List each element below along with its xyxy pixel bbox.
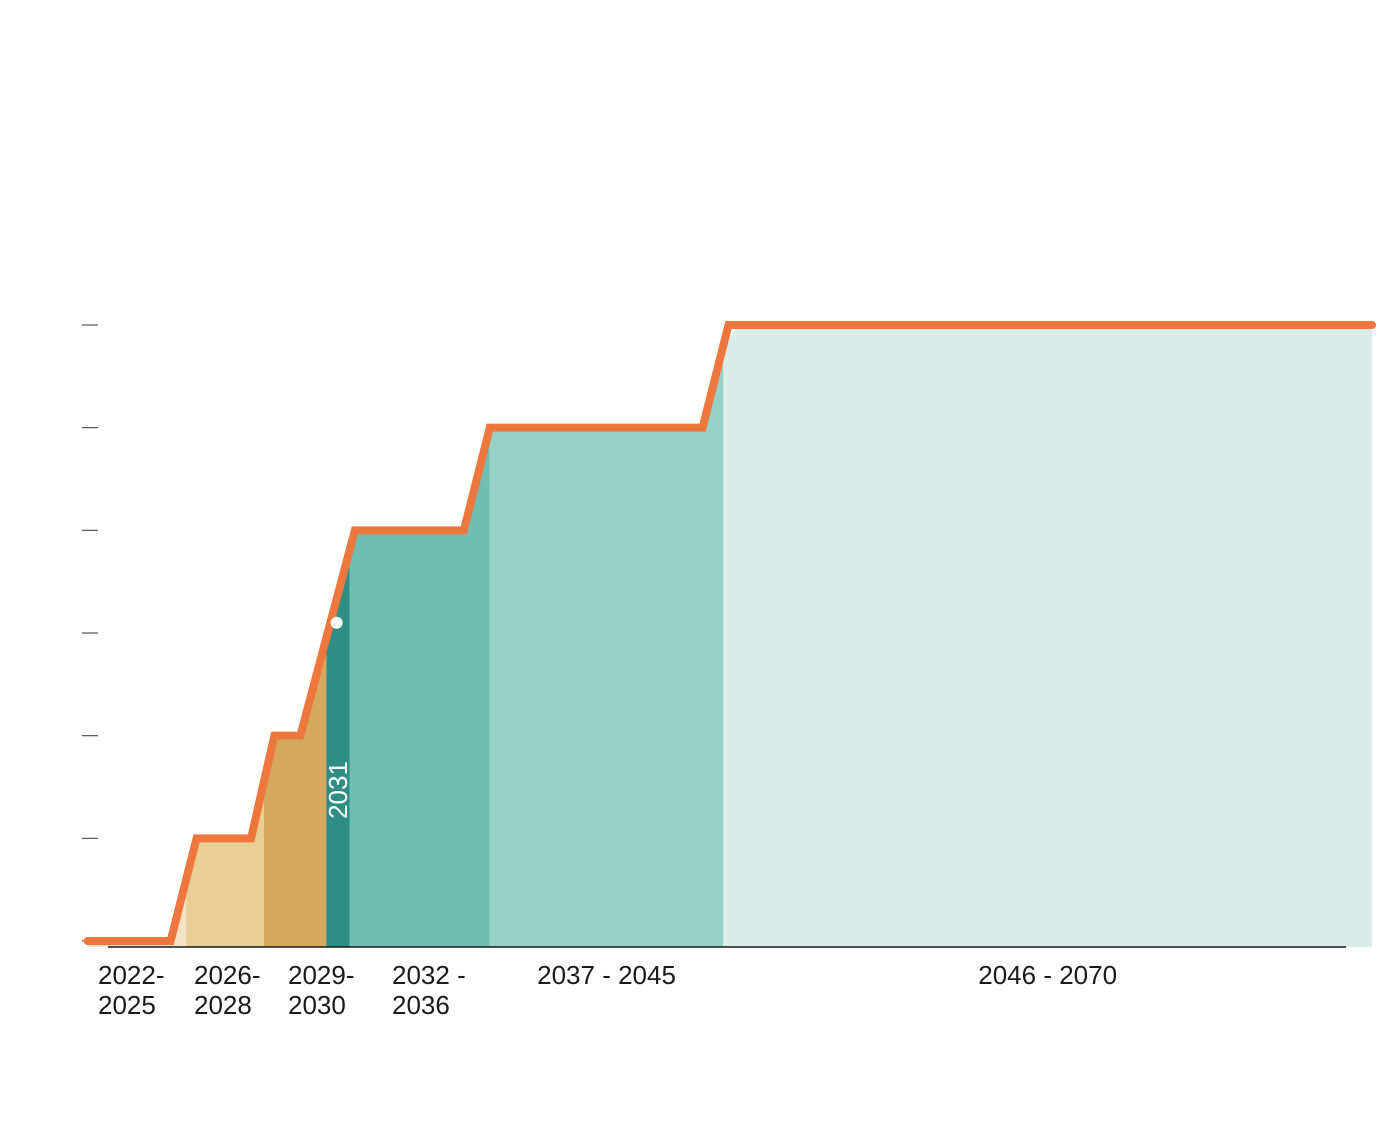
axes	[82, 324, 1346, 948]
step-line-layer	[83, 321, 1377, 945]
period-label-5: 2046 - 2070	[978, 960, 1117, 990]
marker-point	[330, 616, 343, 629]
highlight-band-area	[326, 549, 350, 947]
period-label-0: 2022-2025	[98, 960, 165, 1020]
period-label-4: 2037 - 2045	[537, 960, 676, 990]
area-region-2	[264, 637, 327, 947]
area-region-1	[186, 781, 265, 947]
period-label-1: 2026-2028	[194, 960, 261, 1020]
area-regions	[87, 325, 1373, 948]
highlight-label: 2031	[323, 761, 353, 819]
area-region-3	[349, 427, 490, 948]
period-labels: 2022-2025 2026-2028 2029-2030 2032 -2036 203…	[98, 960, 1117, 1020]
period-label-3: 2032 -2036	[392, 960, 466, 1020]
highlight-band: 2031	[323, 549, 353, 947]
area-region-5	[723, 325, 1373, 947]
step-line	[83, 321, 1377, 945]
area-region-4	[489, 345, 724, 947]
area-region-0	[87, 879, 187, 947]
marker-layer	[330, 616, 343, 629]
period-label-2: 2029-2030	[288, 960, 355, 1020]
